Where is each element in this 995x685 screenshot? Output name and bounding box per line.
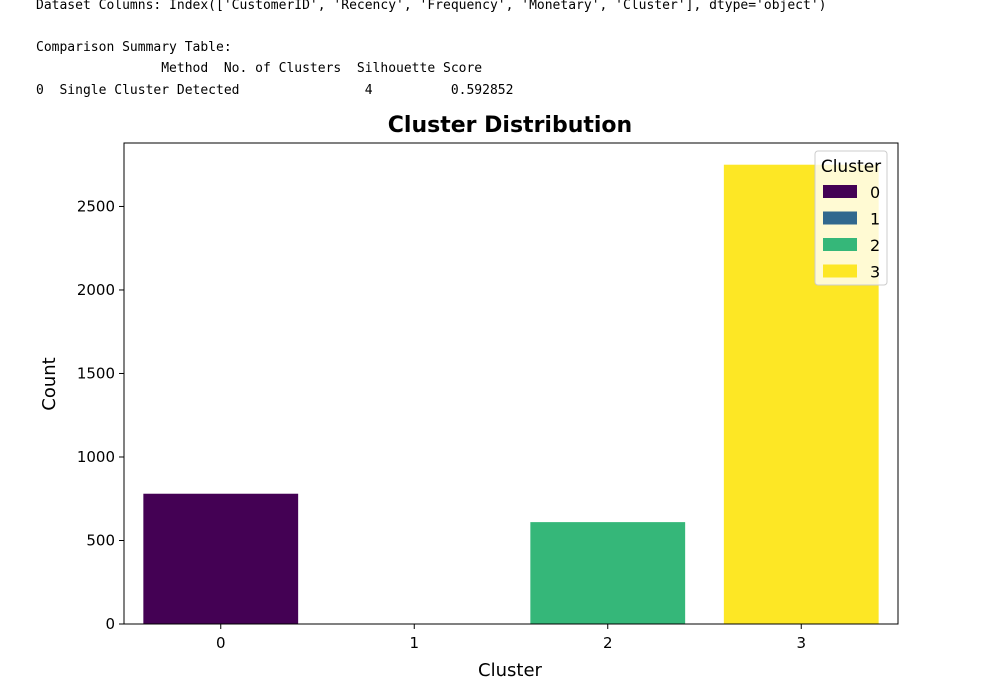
x-tick-label: 2 [603,634,613,652]
bar-cluster-0 [143,493,299,624]
columns-line: Dataset Columns: Index(['CustomerID', 'R… [36,0,827,13]
chart-title: Cluster Distribution [388,113,632,138]
y-tick-label: 0 [105,615,115,633]
legend-swatch [823,264,857,278]
y-tick-label: 2500 [77,197,115,215]
legend-label: 0 [870,183,880,202]
legend: Cluster 0 1 2 3 [814,150,888,286]
bar-cluster-2 [530,522,686,624]
plot-frame [123,142,899,625]
x-tick-label: 0 [216,634,226,652]
x-axis-label: Cluster [478,660,542,681]
y-tick-label: 500 [86,531,115,549]
notebook-output: Dataset Columns: Index(['CustomerID', 'R… [0,0,995,110]
legend-title: Cluster [821,157,881,177]
summary-table-header: Method No. of Clusters Silhouette Score [36,61,483,76]
x-tick-label: 3 [796,634,806,652]
legend-swatch [823,238,857,251]
legend-swatch [823,185,857,198]
summary-table-row: 0 Single Cluster Detected 4 0.592852 [36,83,514,98]
y-tick-label: 1500 [77,364,115,382]
legend-label: 3 [870,263,880,282]
y-axis-label: Count [39,357,60,410]
legend-label: 2 [870,236,880,255]
legend-swatch [823,211,857,225]
y-tick-label: 1000 [77,448,115,466]
x-tick-label: 1 [409,634,419,652]
legend-label: 1 [870,210,880,229]
y-tick-label: 2000 [77,281,115,299]
summary-table-title: Comparison Summary Table: [36,40,232,55]
